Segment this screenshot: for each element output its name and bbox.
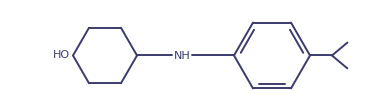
Text: HO: HO [53, 51, 70, 60]
Text: NH: NH [174, 51, 190, 60]
